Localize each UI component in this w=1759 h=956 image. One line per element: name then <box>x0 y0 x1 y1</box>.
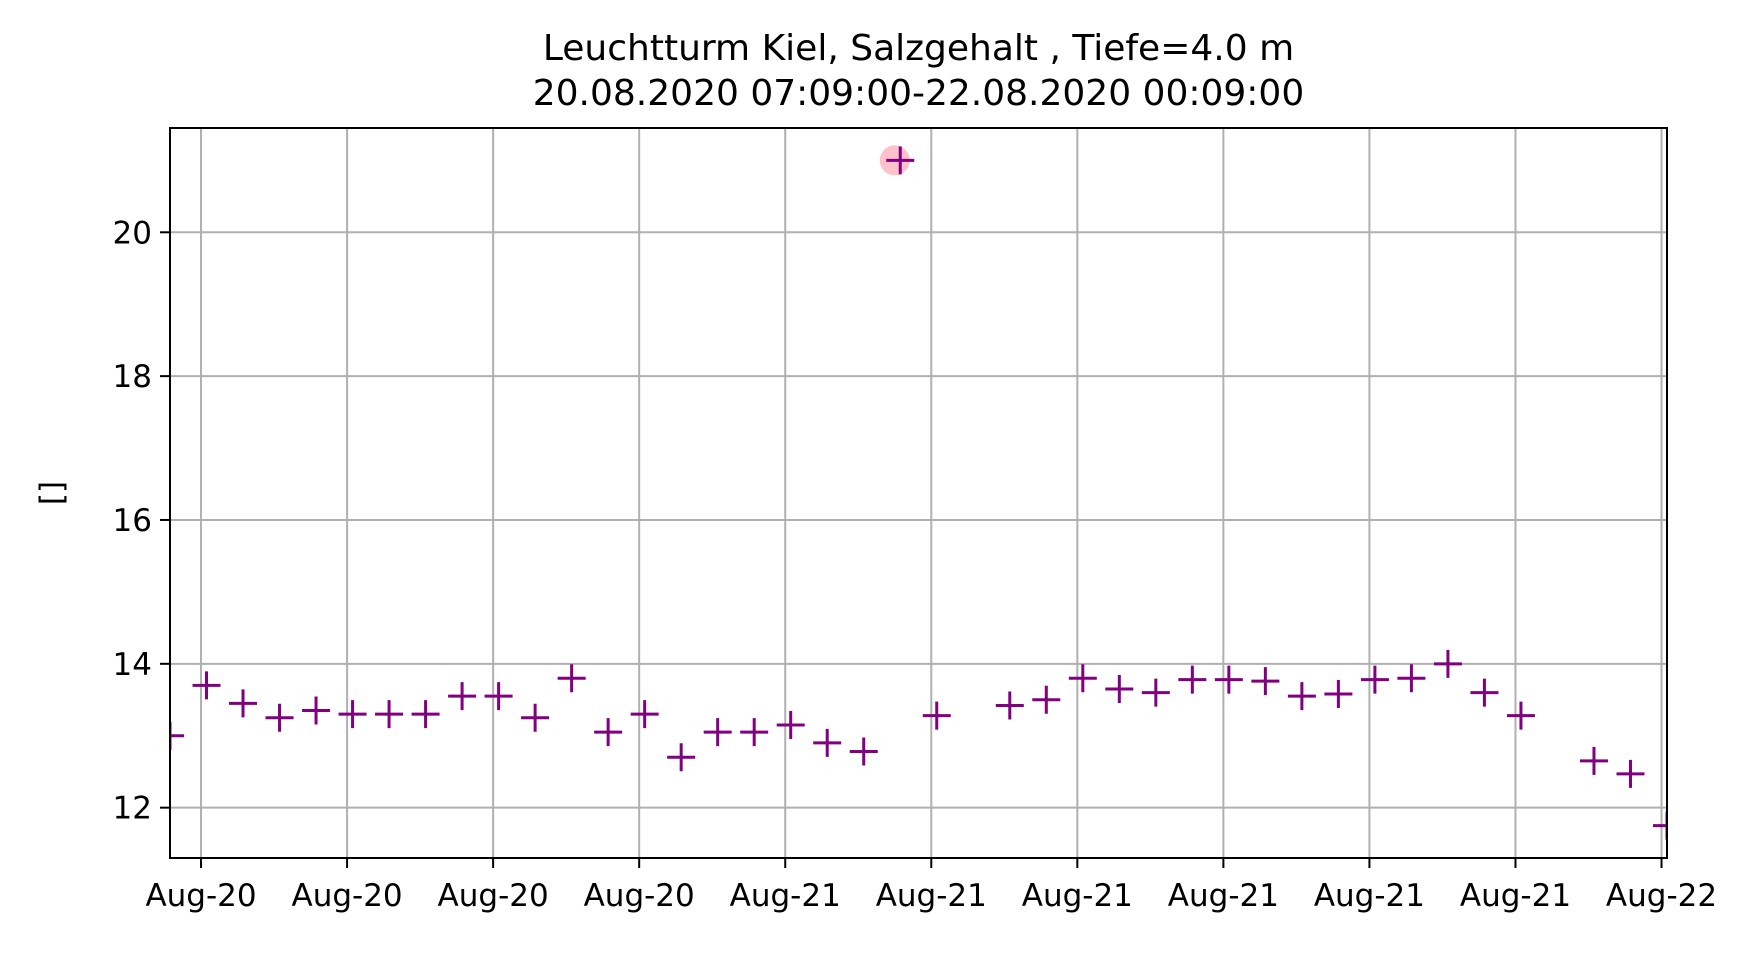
data-point <box>813 728 842 757</box>
data-point <box>1105 674 1134 703</box>
data-point <box>886 146 915 175</box>
data-point <box>1214 665 1243 694</box>
data-point <box>338 700 367 729</box>
x-tick-label: Aug-21 <box>1460 878 1571 914</box>
x-tick-label: Aug-21 <box>1314 878 1425 914</box>
data-point <box>667 743 696 772</box>
data-point <box>1653 811 1667 840</box>
data-point <box>1141 678 1170 707</box>
data-point <box>170 721 184 750</box>
data-point <box>229 689 258 718</box>
data-point <box>265 703 294 732</box>
plot-area-frame <box>169 127 1668 859</box>
data-point <box>1433 649 1462 678</box>
data-point <box>1470 678 1499 707</box>
y-axis-label: [] <box>34 481 70 505</box>
y-tick-label: 12 <box>113 791 152 827</box>
y-tick-label: 18 <box>113 359 152 395</box>
x-tick-label: Aug-20 <box>291 878 402 914</box>
chart-subtitle: 20.08.2020 07:09:00-22.08.2020 00:09:00 <box>533 73 1305 114</box>
y-tick-label: 14 <box>113 647 152 683</box>
x-tick-label: Aug-22 <box>1606 878 1717 914</box>
data-point <box>1397 664 1426 693</box>
data-point <box>1616 759 1645 788</box>
data-point <box>448 682 477 711</box>
data-point <box>776 710 805 739</box>
data-point <box>192 671 221 700</box>
x-tick-label: Aug-21 <box>730 878 841 914</box>
x-tick-label: Aug-21 <box>876 878 987 914</box>
data-point <box>1178 665 1207 694</box>
data-point <box>1068 664 1097 693</box>
x-tick-label: Aug-20 <box>438 878 549 914</box>
data-point <box>1506 701 1535 730</box>
data-point <box>594 718 623 747</box>
x-tick-label: Aug-20 <box>584 878 695 914</box>
grid <box>170 128 1667 858</box>
data-point <box>740 718 769 747</box>
data-point <box>1032 685 1061 714</box>
data-markers <box>170 146 1667 840</box>
x-tick-label: Aug-21 <box>1022 878 1133 914</box>
data-point <box>521 703 550 732</box>
data-point <box>302 696 331 725</box>
data-point <box>557 664 586 693</box>
data-point <box>375 700 404 729</box>
data-point <box>411 700 440 729</box>
x-tick-label: Aug-20 <box>145 878 256 914</box>
data-point <box>849 737 878 766</box>
data-point <box>630 700 659 729</box>
data-point <box>1324 680 1353 709</box>
axis-ticks: Aug-20 Aug-20 Aug-20 Aug-20 Aug-21 Aug-21 Aug-… <box>113 215 1718 914</box>
y-tick-label: 20 <box>113 215 152 251</box>
data-point <box>1579 746 1608 775</box>
chart-title: Leuchtturm Kiel, Salzgehalt , Tiefe=4.0 … <box>543 28 1294 69</box>
x-tick-label: Aug-21 <box>1168 878 1279 914</box>
data-point <box>995 691 1024 720</box>
data-point <box>484 682 513 711</box>
data-point <box>1360 665 1389 694</box>
data-point <box>1251 667 1280 696</box>
data-point <box>703 718 732 747</box>
data-point <box>1287 682 1316 711</box>
y-tick-label: 16 <box>113 503 152 539</box>
data-point <box>922 701 951 730</box>
